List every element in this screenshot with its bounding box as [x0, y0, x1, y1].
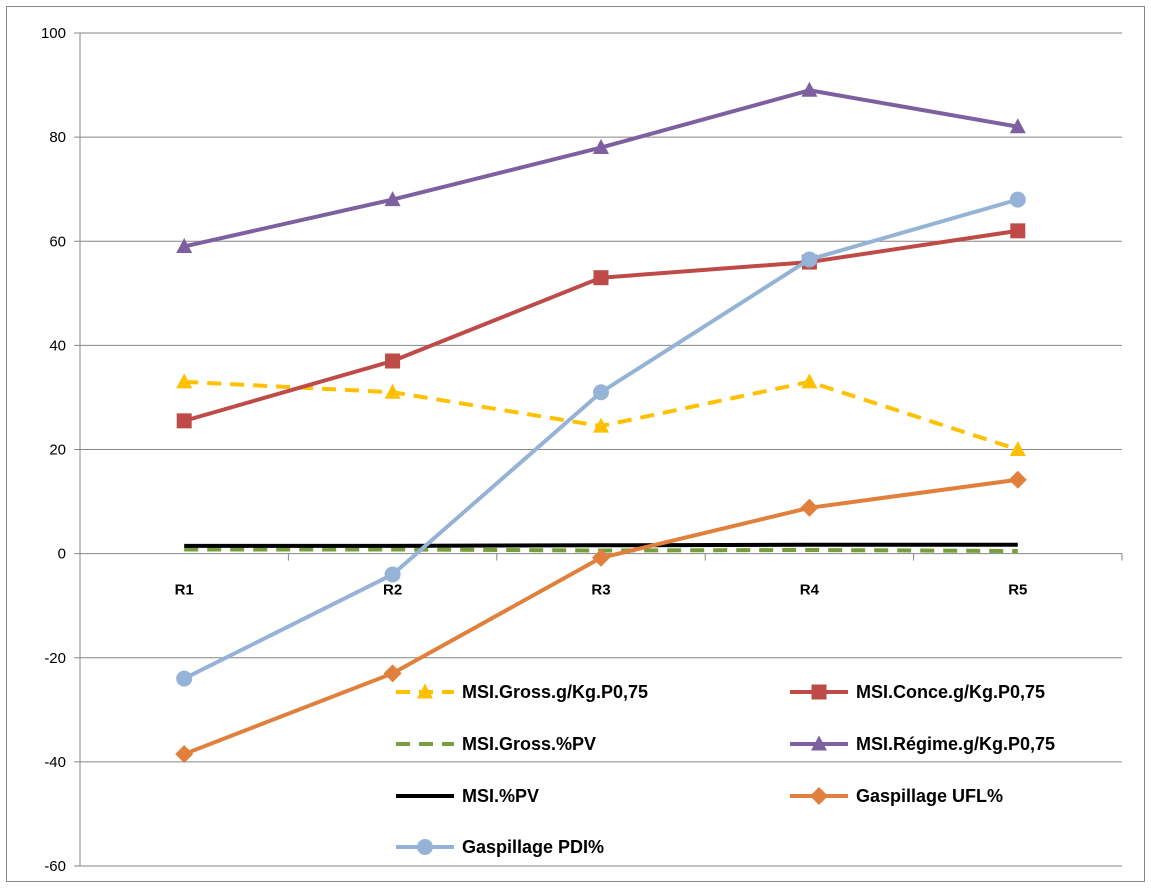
data-point [593, 270, 609, 286]
legend: MSI.Gross.g/Kg.P0,75 MSI.Conce.g/Kg.P0,75… [396, 682, 1055, 857]
legend-marker [417, 839, 433, 855]
legend-item: MSI.Régime.g/Kg.P0,75 [790, 734, 1055, 754]
data-point [1008, 470, 1027, 489]
data-point [1009, 441, 1026, 456]
data-point [592, 548, 610, 567]
legend-marker [811, 735, 827, 751]
legend-label: MSI.Gross.%PV [462, 734, 596, 754]
legend-label: MSI.Conce.g/Kg.P0,75 [856, 682, 1045, 702]
series-4 [184, 542, 1018, 548]
data-point [384, 383, 401, 399]
x-tick-label: R3 [591, 582, 610, 599]
data-point [1009, 191, 1026, 208]
legend-item: MSI.Gross.g/Kg.P0,75 [396, 682, 648, 702]
data-point [593, 139, 609, 155]
data-point [385, 353, 401, 369]
axis-layer: 100 80 60 40 20 0 -20 -40 -60 R1 R2 R3 R4 R5 [41, 25, 1123, 875]
data-point [801, 81, 818, 97]
y-tick-label: -20 [44, 650, 66, 667]
legend-label: Gaspillage PDI% [462, 837, 604, 857]
y-tick-label: 100 [41, 25, 66, 42]
data-point [384, 566, 401, 583]
legend-item: Gaspillage UFL% [790, 786, 1003, 806]
y-tick-label: -60 [44, 858, 66, 875]
legend-item: MSI.%PV [396, 786, 539, 806]
y-tick-label: 60 [49, 233, 66, 250]
data-point [383, 664, 402, 683]
y-tick-label: 40 [49, 337, 66, 354]
legend-label: MSI.Gross.g/Kg.P0,75 [462, 682, 648, 702]
y-tick-label: 80 [49, 129, 66, 146]
legend-marker [417, 683, 433, 699]
data-point [1009, 118, 1026, 134]
legend-item: MSI.Conce.g/Kg.P0,75 [790, 682, 1045, 702]
series-6 [176, 191, 1026, 687]
x-tick-label: R4 [800, 582, 820, 599]
x-tick-label: R5 [1008, 582, 1027, 599]
legend-marker [810, 787, 828, 805]
data-point [801, 373, 818, 389]
data-point [176, 373, 193, 389]
data-point [1010, 223, 1026, 239]
legend-label: Gaspillage UFL% [856, 786, 1003, 806]
data-point [800, 498, 819, 517]
y-tick-label: -40 [44, 754, 66, 771]
y-tick-label: 20 [49, 442, 66, 459]
x-tick-label: R2 [383, 582, 402, 599]
x-tick-label: R1 [175, 582, 194, 599]
data-point [176, 237, 193, 253]
data-point [593, 417, 609, 433]
y-tick-label: 0 [58, 546, 66, 563]
series-layer [175, 81, 1027, 764]
data-point [593, 384, 609, 401]
legend-item: MSI.Gross.%PV [396, 734, 596, 754]
legend-item: Gaspillage PDI% [396, 837, 604, 857]
series-0 [176, 373, 1026, 456]
series-line [183, 88, 1019, 249]
data-point [176, 670, 193, 687]
data-point [175, 745, 194, 764]
legend-label: MSI.Régime.g/Kg.P0,75 [856, 734, 1055, 754]
data-point [384, 191, 401, 207]
legend-marker [811, 684, 827, 700]
series-line [184, 542, 1018, 548]
series-3 [176, 81, 1026, 253]
data-point [801, 251, 818, 268]
legend-label: MSI.%PV [462, 786, 539, 806]
data-point [176, 413, 192, 429]
series-5 [175, 470, 1027, 764]
